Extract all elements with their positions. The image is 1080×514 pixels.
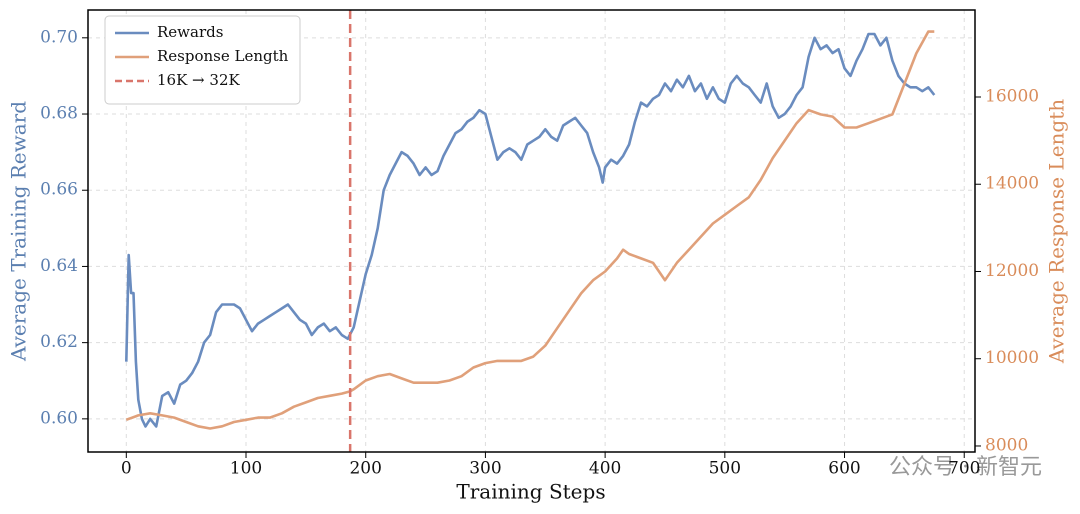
y2-tick-label: 14000 xyxy=(985,174,1039,194)
y2-tick-label: 12000 xyxy=(985,261,1039,281)
y-tick-label: 0.62 xyxy=(40,332,78,352)
x-tick-label: 500 xyxy=(709,459,741,479)
x-tick-label: 700 xyxy=(948,459,980,479)
y-tick-label: 0.64 xyxy=(40,256,78,276)
legend-label: Response Length xyxy=(157,47,289,65)
legend-label: 16K → 32K xyxy=(157,71,240,89)
y-tick-label: 0.68 xyxy=(40,104,78,124)
y2-tick-label: 10000 xyxy=(985,348,1039,368)
y-tick-label: 0.66 xyxy=(40,180,78,200)
y2-axis-label: Average Response Length xyxy=(1045,99,1069,364)
x-axis-label: Training Steps xyxy=(456,480,605,504)
y-axis-label: Average Training Reward xyxy=(7,101,31,362)
x-tick-label: 600 xyxy=(828,459,860,479)
series-line xyxy=(125,30,935,430)
y2-tick-label: 16000 xyxy=(985,86,1039,106)
watermark: 公众号 · 新智元 xyxy=(889,455,1042,480)
y-tick-label: 0.60 xyxy=(40,408,78,428)
series-line xyxy=(125,32,936,428)
x-tick-label: 300 xyxy=(469,459,501,479)
y-tick-label: 0.70 xyxy=(40,27,78,47)
frame xyxy=(87,9,976,453)
legend-label: Rewards xyxy=(157,23,223,41)
x-tick-label: 0 xyxy=(121,459,132,479)
legend-box xyxy=(104,15,301,105)
x-tick-label: 400 xyxy=(589,459,621,479)
x-tick-label: 200 xyxy=(349,459,381,479)
x-tick-label: 100 xyxy=(230,459,262,479)
y2-tick-label: 8000 xyxy=(985,435,1028,455)
